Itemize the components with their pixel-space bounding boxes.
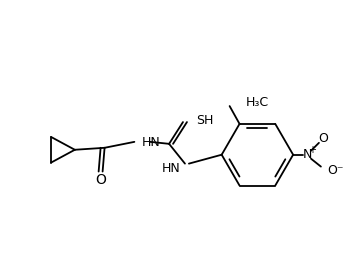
- Text: O: O: [318, 132, 328, 146]
- Text: SH: SH: [196, 114, 213, 127]
- Text: HN: HN: [162, 162, 181, 175]
- Text: H₃C: H₃C: [246, 96, 269, 109]
- Text: O: O: [95, 173, 106, 188]
- Text: +: +: [308, 145, 316, 155]
- Text: N: N: [302, 148, 312, 161]
- Text: HN: HN: [141, 136, 160, 149]
- Text: O⁻: O⁻: [327, 164, 343, 177]
